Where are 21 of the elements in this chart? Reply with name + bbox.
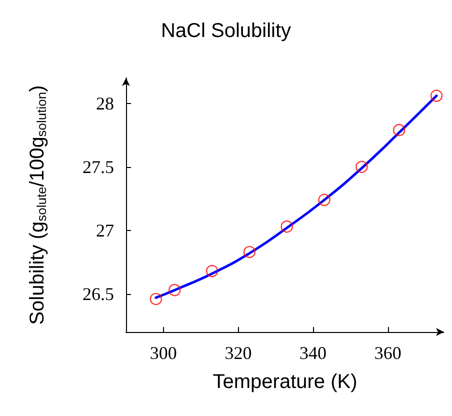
line-series bbox=[154, 94, 438, 299]
point bbox=[430, 90, 443, 102]
x-tick-label: 320 bbox=[224, 343, 252, 363]
point bbox=[318, 194, 330, 206]
y-tick-label: 28 bbox=[96, 93, 114, 114]
y-tick-label: 27 bbox=[96, 220, 114, 240]
point bbox=[206, 264, 218, 278]
point bbox=[356, 160, 368, 173]
point bbox=[168, 284, 181, 296]
y-tick-label: 27.5 bbox=[82, 156, 114, 177]
point bbox=[243, 246, 256, 258]
x-tick-label: 340 bbox=[300, 343, 327, 363]
point bbox=[150, 292, 162, 306]
point bbox=[280, 220, 293, 233]
chart-title: NaCl Solubility bbox=[160, 20, 292, 42]
y-axis-title: Solubility (gsolute/100gsolution) bbox=[26, 85, 49, 325]
x-tick-label: 360 bbox=[374, 343, 402, 363]
x-tick-label: 300 bbox=[150, 343, 177, 363]
point bbox=[393, 124, 406, 136]
y-tick-label: 26.5 bbox=[82, 284, 114, 304]
x-axis-title: Temperature (K) bbox=[212, 371, 358, 393]
